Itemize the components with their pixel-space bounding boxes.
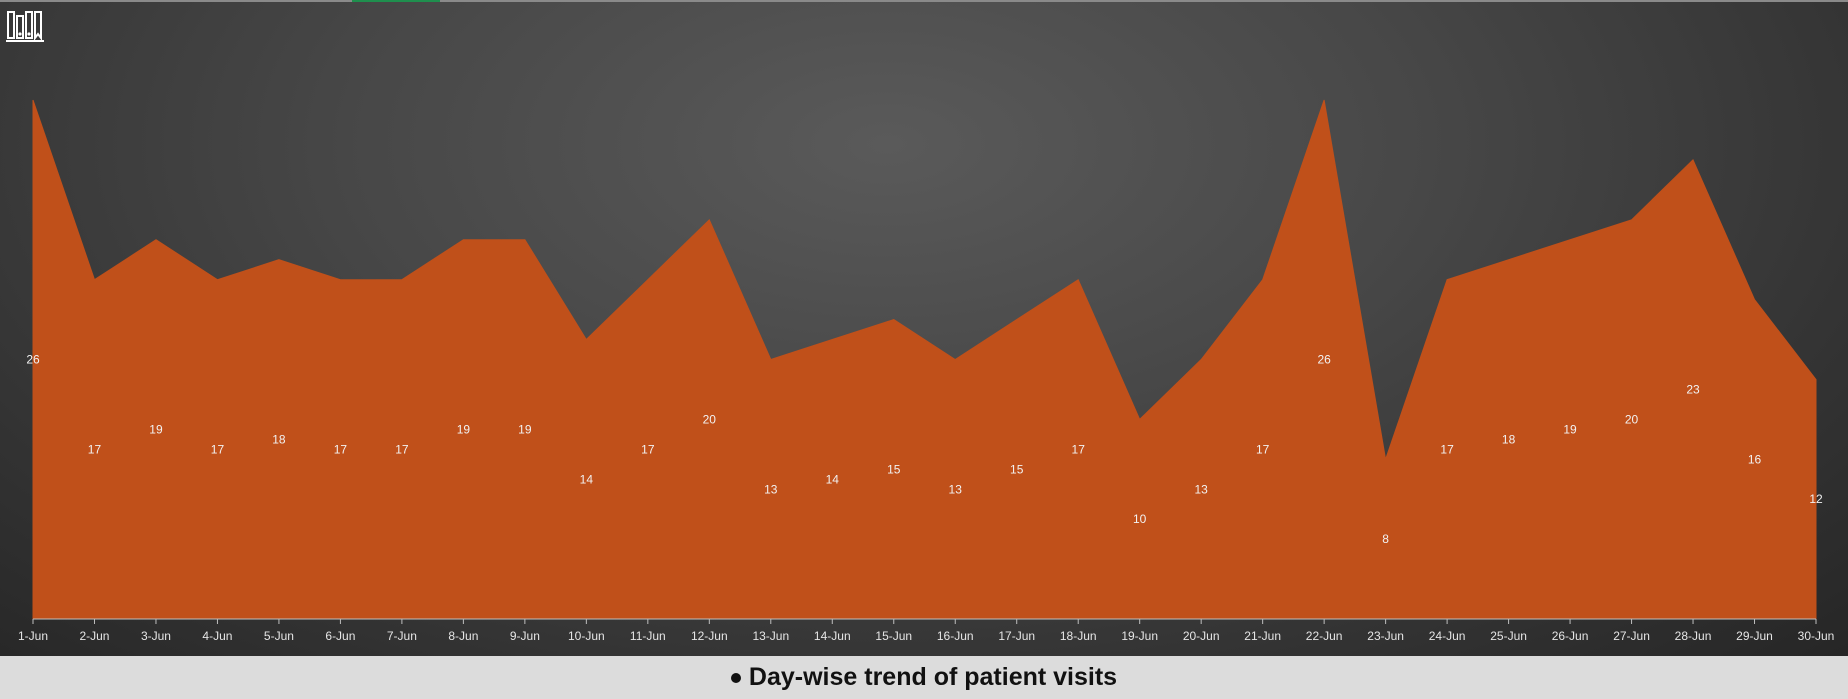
data-label: 17 — [88, 442, 102, 456]
data-label: 14 — [580, 472, 594, 486]
data-label: 20 — [703, 412, 717, 426]
x-tick-label: 18-Jun — [1060, 629, 1097, 643]
x-tick-label: 8-Jun — [448, 629, 478, 643]
caption-bar: Day-wise trend of patient visits — [0, 656, 1848, 699]
x-tick-label: 16-Jun — [937, 629, 974, 643]
data-label: 19 — [457, 422, 471, 436]
data-label: 20 — [1625, 412, 1639, 426]
x-tick-label: 5-Jun — [264, 629, 294, 643]
data-label: 13 — [1194, 482, 1208, 496]
x-tick-label: 6-Jun — [325, 629, 355, 643]
x-tick-label: 4-Jun — [202, 629, 232, 643]
x-tick-label: 10-Jun — [568, 629, 605, 643]
data-label: 13 — [764, 482, 778, 496]
data-label: 17 — [395, 442, 409, 456]
x-tick-label: 3-Jun — [141, 629, 171, 643]
x-tick-label: 28-Jun — [1675, 629, 1712, 643]
x-tick-label: 17-Jun — [998, 629, 1035, 643]
data-label: 14 — [826, 472, 840, 486]
data-labels: 26 17 19 17 18 17 17 19 19 14 17 20 13 14 15 13 15 17 10 13… — [26, 353, 1823, 547]
x-tick-label: 14-Jun — [814, 629, 851, 643]
data-label: 13 — [949, 482, 963, 496]
data-label: 18 — [1502, 432, 1516, 446]
data-label: 26 — [26, 353, 40, 367]
data-label: 17 — [211, 442, 225, 456]
x-tick-label: 19-Jun — [1121, 629, 1158, 643]
x-tick-label: 9-Jun — [510, 629, 540, 643]
data-label: 15 — [887, 462, 901, 476]
caption-text: Day-wise trend of patient visits — [748, 663, 1118, 691]
data-label: 23 — [1686, 382, 1700, 396]
x-tick-label: 27-Jun — [1613, 629, 1650, 643]
x-tick-label: 12-Jun — [691, 629, 728, 643]
data-label: 15 — [1010, 462, 1024, 476]
x-axis: 1-Jun 2-Jun 3-Jun 4-Jun 5-Jun 6-Jun 7-Jun 8-Jun… — [18, 618, 1835, 643]
top-strip-accent — [352, 0, 440, 2]
data-label: 8 — [1382, 532, 1389, 546]
x-tick-label: 1-Jun — [18, 629, 48, 643]
area-layer — [32, 99, 1817, 620]
data-label: 19 — [149, 422, 163, 436]
x-tick-label: 13-Jun — [752, 629, 789, 643]
x-tick-label: 25-Jun — [1490, 629, 1527, 643]
data-label: 16 — [1748, 452, 1762, 466]
x-tick-label: 24-Jun — [1429, 629, 1466, 643]
data-label: 17 — [641, 442, 655, 456]
x-tick-label: 15-Jun — [875, 629, 912, 643]
x-tick-label: 2-Jun — [79, 629, 109, 643]
data-label: 19 — [1563, 422, 1577, 436]
data-label: 17 — [1072, 442, 1086, 456]
x-tick-label: 26-Jun — [1552, 629, 1589, 643]
area-chart: 1-Jun 2-Jun 3-Jun 4-Jun 5-Jun 6-Jun 7-Jun 8-Jun… — [18, 99, 1835, 643]
chart-area: 1-Jun 2-Jun 3-Jun 4-Jun 5-Jun 6-Jun 7-Jun 8-Jun… — [0, 0, 1848, 656]
area-series — [32, 99, 1817, 620]
x-tick-label: 21-Jun — [1244, 629, 1281, 643]
x-tick-label: 29-Jun — [1736, 629, 1773, 643]
data-label: 18 — [272, 432, 286, 446]
data-label: 17 — [1440, 442, 1454, 456]
x-tick-label: 22-Jun — [1306, 629, 1343, 643]
x-tick-label: 20-Jun — [1183, 629, 1220, 643]
bullet-icon — [730, 672, 741, 683]
data-label: 12 — [1809, 492, 1823, 506]
x-tick-label: 30-Jun — [1798, 629, 1835, 643]
x-tick-label: 11-Jun — [630, 629, 666, 643]
data-label: 10 — [1133, 512, 1147, 526]
x-tick-label: 7-Jun — [387, 629, 417, 643]
data-label: 26 — [1317, 353, 1331, 367]
x-tick-label: 23-Jun — [1367, 629, 1404, 643]
top-strip — [0, 0, 1848, 2]
books-icon[interactable] — [6, 8, 44, 44]
data-label: 19 — [518, 422, 532, 436]
chart-caption: Day-wise trend of patient visits — [730, 663, 1118, 692]
data-label: 17 — [1256, 442, 1270, 456]
data-label: 17 — [334, 442, 348, 456]
